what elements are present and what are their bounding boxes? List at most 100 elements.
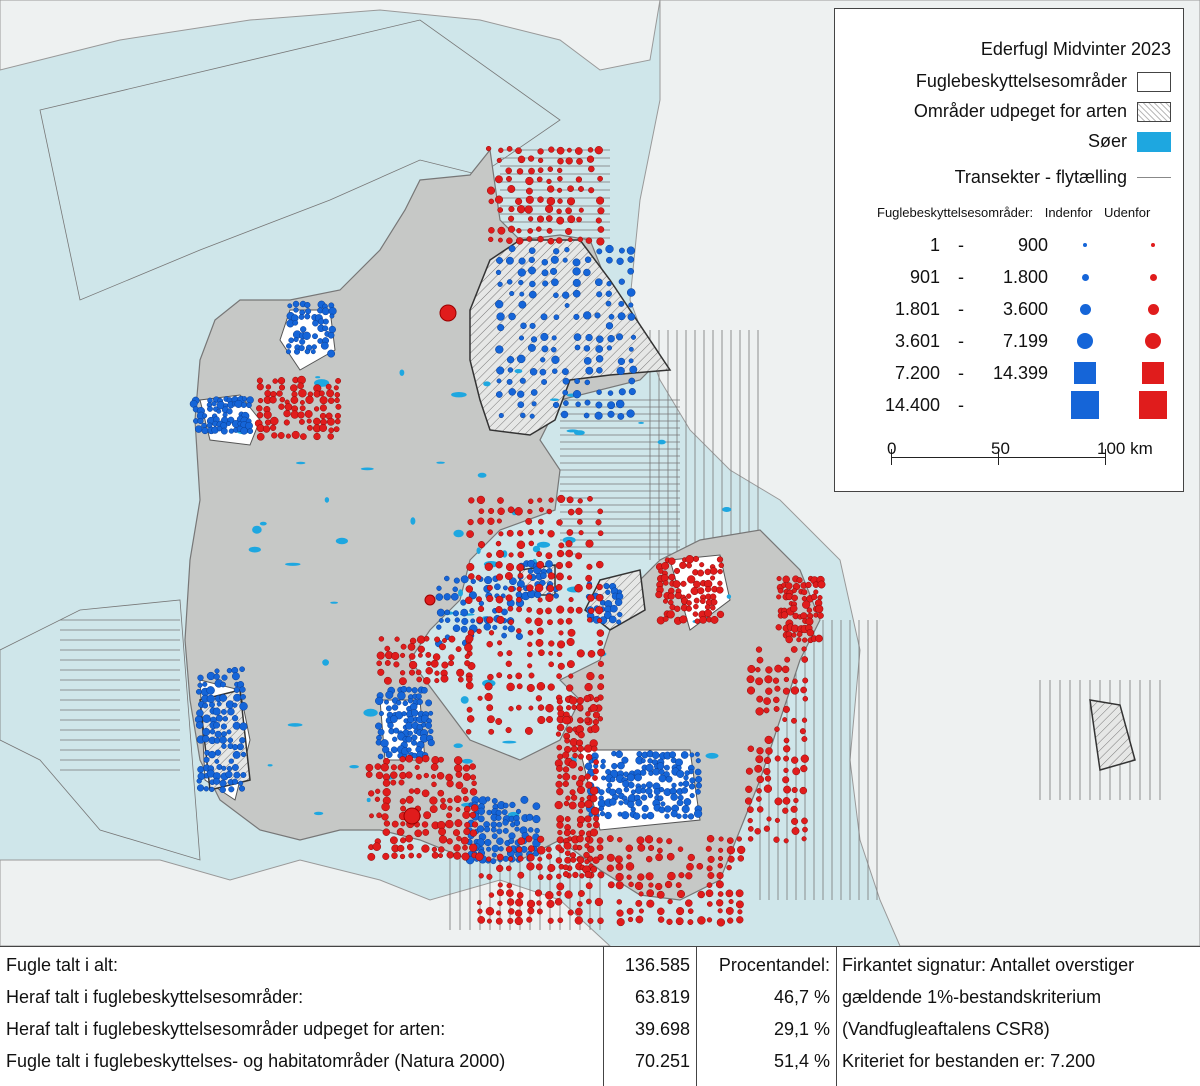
observation-outside [455, 781, 464, 790]
observation-outside [664, 880, 673, 889]
observation-outside [709, 567, 718, 575]
observation-outside [527, 907, 535, 915]
observation-outside [567, 185, 574, 193]
observation-inside [551, 335, 557, 341]
observation-inside [628, 358, 634, 364]
observation-inside [494, 583, 501, 591]
observation-outside [446, 851, 454, 859]
observation-outside [375, 788, 381, 794]
observation-outside [577, 236, 584, 243]
observation-outside [707, 872, 715, 879]
observation-outside [813, 589, 819, 595]
observation-outside [477, 695, 483, 701]
observation-outside [515, 197, 523, 205]
observation-outside [575, 507, 583, 515]
observation-outside [717, 908, 723, 914]
observation-inside [529, 368, 538, 376]
legend-size-class: 1.801-3.600 [835, 293, 1185, 325]
observation-inside [491, 798, 498, 804]
observation-inside [528, 256, 535, 264]
observation-inside [688, 768, 694, 775]
observation-outside [785, 582, 793, 590]
observation-outside [475, 574, 482, 581]
lake [315, 376, 321, 379]
observation-inside [227, 707, 235, 716]
observation-inside [627, 800, 635, 809]
observation-outside [579, 796, 585, 802]
observation-outside [774, 817, 780, 823]
observation-outside [448, 635, 456, 643]
scale-label: 0 [887, 439, 897, 458]
observation-outside [716, 872, 724, 880]
observation-outside [465, 634, 474, 643]
observation-outside [365, 763, 374, 772]
observation-inside [491, 833, 498, 840]
observation-inside [377, 728, 385, 736]
observation-outside [780, 611, 789, 619]
observation-outside [517, 155, 526, 164]
observation-outside [592, 718, 599, 726]
observation-outside [537, 846, 546, 855]
outside-symbol-icon [1145, 333, 1161, 349]
observation-outside [706, 917, 713, 923]
observation-inside [541, 345, 549, 353]
observation-outside [587, 650, 596, 658]
stats-percent: 46,7 % [773, 987, 830, 1007]
observation-outside [666, 610, 675, 619]
observation-inside [196, 709, 204, 717]
observation-inside [216, 701, 222, 707]
observation-inside [225, 770, 233, 779]
observation-outside [565, 795, 571, 801]
observation-outside [455, 807, 461, 812]
observation-outside [766, 816, 772, 822]
observation-outside [596, 837, 604, 844]
observation-outside [583, 851, 590, 859]
observation-outside [537, 518, 544, 525]
scale-label: 50 [991, 439, 1010, 458]
observation-outside [313, 406, 320, 412]
observation-outside [496, 672, 503, 679]
legend-size-class: 7.200-14.399 [835, 357, 1185, 389]
observation-outside [556, 208, 562, 215]
observation-outside [554, 898, 563, 906]
observation-inside [208, 750, 216, 759]
observation-outside [537, 835, 545, 843]
observation-inside [202, 727, 211, 736]
observation-inside [327, 349, 336, 358]
stats-percent: 29,1 % [773, 1019, 830, 1039]
observation-inside [617, 761, 625, 770]
observation-inside [495, 391, 503, 398]
observation-outside [747, 664, 756, 674]
observation-inside [531, 401, 537, 407]
observation-inside [443, 593, 451, 601]
observation-inside [618, 388, 626, 396]
observation-outside [802, 637, 808, 643]
observation-outside [527, 629, 534, 636]
observation-outside [545, 215, 553, 222]
scale-tick [1105, 449, 1106, 465]
observation-inside [508, 838, 515, 844]
observation-inside [427, 739, 435, 747]
observation-inside [583, 357, 592, 365]
observation-outside [335, 377, 342, 384]
observation-outside [495, 561, 503, 569]
observation-outside [735, 900, 744, 909]
observation-outside [548, 146, 555, 153]
observation-outside [596, 844, 604, 852]
observation-outside [657, 916, 665, 923]
lake [726, 594, 732, 599]
observation-inside [681, 787, 689, 794]
observation-outside [783, 745, 791, 753]
observation-outside [791, 594, 798, 602]
observation-inside [574, 378, 580, 385]
observation-outside [697, 916, 706, 925]
observation-outside [806, 628, 815, 637]
observation-outside [460, 836, 469, 845]
observation-outside [467, 518, 474, 526]
observation-inside [498, 846, 504, 852]
observation-outside [381, 802, 390, 812]
legend-header-outside: Udenfor [1104, 205, 1151, 220]
observation-outside [637, 843, 646, 852]
observation-inside [221, 765, 227, 771]
observation-inside [496, 312, 505, 321]
